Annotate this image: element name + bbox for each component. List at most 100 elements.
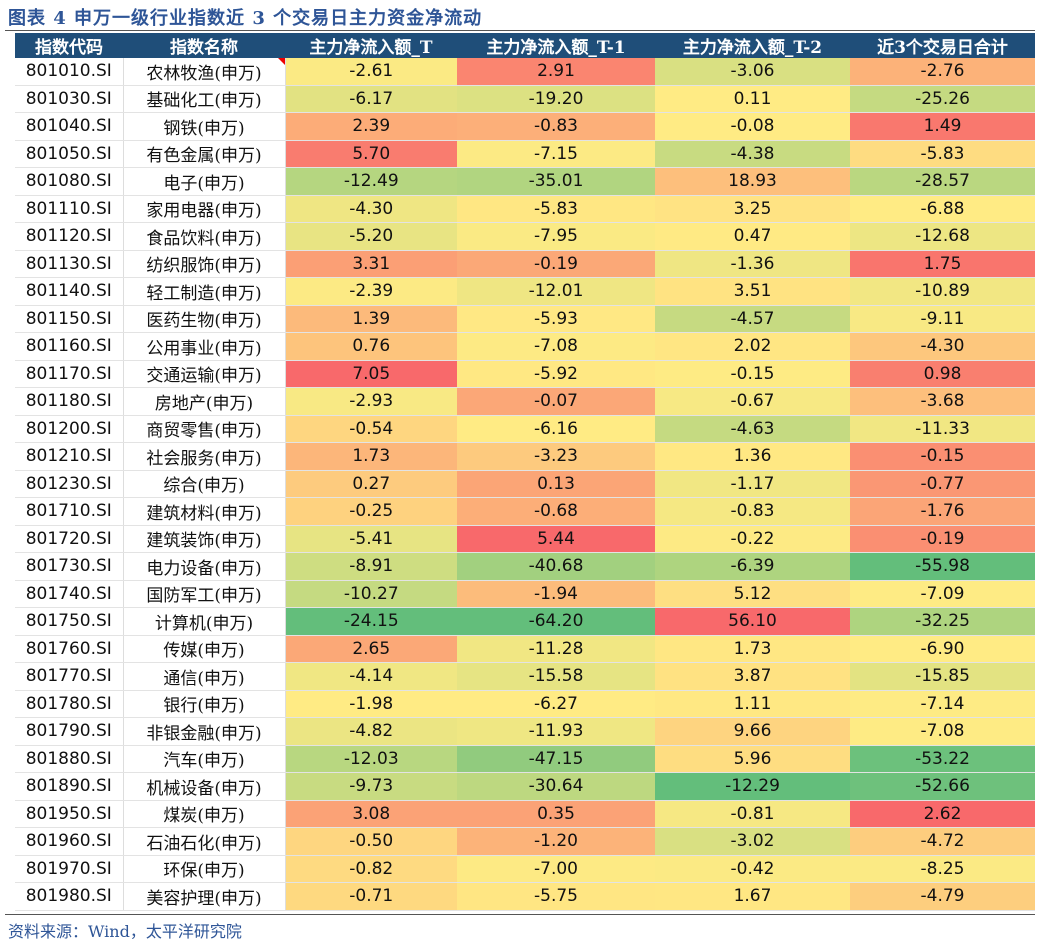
table-row: 801770.SI 通信(申万) -4.14 -15.58 3.87 -15.85	[15, 662, 1035, 691]
cell-t: -0.82	[285, 855, 457, 883]
table-row: 801760.SI 传媒(申万) 2.65 -11.28 1.73 -6.90	[15, 635, 1035, 663]
cell-t: 5.70	[285, 140, 457, 168]
table-row: 801750.SI 计算机(申万) -24.15 -64.20 56.10 -32.25	[15, 607, 1035, 636]
cell-text: -7.00	[534, 858, 578, 879]
bottom-rule	[5, 914, 1035, 915]
cell-name: 汽车(申万)	[123, 745, 286, 773]
cell-name: 国防军工(申万)	[123, 580, 286, 608]
cell-text: 国防军工(申万)	[146, 586, 262, 607]
cell-total: -12.68	[850, 222, 1035, 251]
cell-text: -4.38	[730, 143, 775, 164]
cell-code: 801130.SI	[15, 250, 124, 278]
cell-text: 9.66	[733, 721, 772, 742]
table-row: 801710.SI 建筑材料(申万) -0.25 -0.68 -0.83 -1.76	[15, 497, 1035, 526]
cell-text: 56.10	[728, 611, 777, 632]
cell-text: 传媒(申万)	[163, 641, 245, 662]
cell-text: -15.58	[528, 666, 584, 687]
cell-text: 2.02	[733, 336, 772, 357]
cell-text: 0.98	[923, 363, 962, 384]
cell-text: -4.30	[349, 198, 394, 219]
cell-text: 煤炭(申万)	[163, 806, 245, 827]
cell-t2: 0.47	[655, 222, 850, 251]
table-row: 801730.SI 电力设备(申万) -8.91 -40.68 -6.39 -55.98	[15, 552, 1035, 581]
table-row: 801720.SI 建筑装饰(申万) -5.41 5.44 -0.22 -0.19	[15, 525, 1035, 553]
cell-text: -4.63	[730, 418, 775, 439]
cell-text: -0.83	[730, 501, 775, 522]
cell-text: 1.67	[733, 886, 772, 907]
cell-t2: -12.29	[655, 772, 850, 801]
cell-text: 1.73	[352, 446, 391, 467]
cell-text: 石油石化(申万)	[146, 833, 262, 854]
cell-text: -5.75	[534, 886, 578, 907]
cell-name: 食品饮料(申万)	[123, 222, 286, 251]
cell-total: -7.14	[850, 690, 1035, 718]
cell-total: -32.25	[850, 607, 1035, 636]
table-row: 801980.SI 美容护理(申万) -0.71 -5.75 1.67 -4.79	[15, 882, 1035, 911]
cell-total: -52.66	[850, 772, 1035, 801]
cell-code: 801720.SI	[15, 525, 124, 553]
cell-text: -12.01	[528, 281, 584, 302]
cell-text: -7.08	[920, 721, 965, 742]
cell-t: 1.39	[285, 305, 457, 333]
comment-marker-icon	[277, 58, 285, 65]
cell-t1: -11.28	[457, 635, 655, 663]
cell-code: 801780.SI	[15, 690, 124, 718]
cell-text: 801170.SI	[25, 363, 112, 384]
cell-text: -0.68	[534, 501, 578, 522]
table-row: 801010.SI 农林牧渔(申万) -2.61 2.91 -3.06 -2.76	[15, 58, 1035, 86]
cell-t2: 2.02	[655, 332, 850, 361]
cell-code: 801750.SI	[15, 607, 124, 636]
cell-t1: -30.64	[457, 772, 655, 801]
cell-text: 3.25	[733, 198, 772, 219]
fund-flow-table: 指数代码 指数名称 主力净流入额_T 主力净流入额_T-1 主力净流入额_T-2…	[15, 33, 1035, 911]
cell-text: -5.20	[349, 226, 394, 247]
cell-t2: -1.36	[655, 250, 850, 278]
cell-text: -5.83	[534, 198, 578, 219]
cell-text: -12.49	[343, 171, 399, 192]
cell-t: -5.20	[285, 222, 457, 251]
cell-text: -64.20	[528, 611, 584, 632]
cell-total: -10.89	[850, 277, 1035, 306]
cell-code: 801170.SI	[15, 360, 124, 388]
table-row: 801210.SI 社会服务(申万) 1.73 -3.23 1.36 -0.15	[15, 442, 1035, 471]
cell-text: 801030.SI	[25, 88, 112, 109]
cell-name: 有色金属(申万)	[123, 140, 286, 168]
cell-total: -5.83	[850, 140, 1035, 168]
cell-total: 2.62	[850, 800, 1035, 828]
cell-text: -7.15	[534, 143, 578, 164]
cell-text: -19.20	[528, 88, 584, 109]
cell-t1: -3.23	[457, 442, 655, 471]
cell-text: 801770.SI	[25, 666, 112, 687]
cell-total: -7.08	[850, 717, 1035, 746]
cell-text: 房地产(申万)	[154, 393, 254, 414]
cell-t1: -5.93	[457, 305, 655, 333]
cell-text: -28.57	[915, 171, 970, 192]
cell-text: 0.11	[733, 88, 772, 109]
cell-t: -4.82	[285, 717, 457, 746]
cell-text: -3.02	[730, 831, 775, 852]
cell-total: -11.33	[850, 415, 1035, 443]
table-row: 801030.SI 基础化工(申万) -6.17 -19.20 0.11 -25.26	[15, 85, 1035, 113]
cell-code: 801760.SI	[15, 635, 124, 663]
cell-t2: -3.06	[655, 58, 850, 86]
cell-t1: -40.68	[457, 552, 655, 581]
cell-text: 5.12	[733, 583, 772, 604]
cell-name: 计算机(申万)	[123, 607, 286, 636]
cell-text: -1.76	[920, 501, 965, 522]
cell-text: -0.15	[730, 363, 775, 384]
cell-text: 3.51	[733, 281, 772, 302]
cell-name: 石油石化(申万)	[123, 827, 286, 856]
cell-name: 通信(申万)	[123, 662, 286, 691]
cell-code: 801150.SI	[15, 305, 124, 333]
cell-text: -0.54	[349, 418, 394, 439]
cell-text: 801230.SI	[25, 473, 112, 494]
cell-text: 1.49	[923, 116, 962, 137]
cell-text: -12.03	[343, 748, 399, 769]
cell-t1: -0.19	[457, 250, 655, 278]
cell-total: -2.76	[850, 58, 1035, 86]
cell-t: -8.91	[285, 552, 457, 581]
cell-t: -1.98	[285, 690, 457, 718]
cell-total: -9.11	[850, 305, 1035, 333]
cell-name: 电子(申万)	[123, 167, 286, 196]
cell-text: -1.98	[349, 693, 394, 714]
